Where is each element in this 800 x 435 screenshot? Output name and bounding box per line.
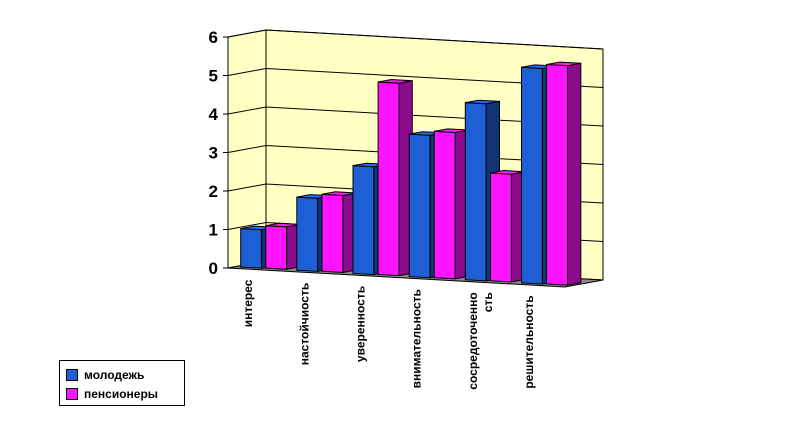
x-axis-labels: интерес настойчиость уверенность внимательн…: [241, 279, 536, 389]
legend: молодежь пенсионеры: [59, 360, 185, 406]
bar-front: [296, 196, 319, 272]
y-tick-label: 2: [209, 182, 218, 201]
x-tick-label: внимательность: [410, 289, 424, 388]
bar-2-4: [433, 128, 469, 280]
bar-front: [321, 193, 344, 274]
legend-swatch-series-1: [66, 369, 78, 381]
bar-2-6: [546, 61, 582, 286]
y-tick-label: 6: [209, 28, 218, 47]
x-tick-label-line: решительность: [522, 295, 536, 388]
x-tick-label-line: интерес: [241, 279, 255, 327]
bar-2-1: [265, 222, 301, 270]
x-tick-label-line: внимательность: [410, 289, 424, 388]
x-tick-label-line: сть: [481, 292, 495, 312]
x-tick-label-line: настойчиость: [297, 283, 311, 365]
bar-front: [408, 133, 431, 279]
bar-top: [465, 99, 500, 105]
bar-front: [240, 228, 263, 269]
bar-2-5: [490, 169, 526, 283]
bar-front: [352, 165, 375, 276]
bar-front: [377, 81, 400, 277]
y-axis-ticks: 0 1 2 3 4 5 6: [209, 28, 229, 278]
gridline: [227, 29, 604, 50]
bar-front: [521, 66, 543, 285]
bar-front: [464, 102, 487, 282]
x-tick-label-line: уверенность: [353, 286, 367, 362]
gridline: [227, 67, 604, 88]
x-tick-label: интерес: [241, 279, 255, 327]
y-tick-label: 3: [209, 144, 218, 163]
bar-front: [490, 172, 512, 283]
y-tick-label: 4: [209, 105, 219, 124]
bar-top: [378, 78, 413, 84]
legend-label-series-2: пенсионеры: [84, 387, 159, 401]
bar-front: [546, 63, 568, 286]
bar-2-3: [377, 78, 413, 277]
x-tick-label: сосредоточенность: [466, 292, 495, 389]
legend-swatch-series-2: [66, 388, 78, 400]
bar-2-2: [321, 191, 357, 274]
y-tick-label: 0: [209, 259, 218, 278]
legend-label-series-1: молодежь: [84, 368, 145, 382]
y-tick-label: 1: [209, 221, 218, 240]
x-tick-label: уверенность: [353, 286, 367, 362]
bar-front: [265, 225, 288, 270]
y-tick-label: 5: [209, 67, 218, 86]
bar-top: [546, 61, 581, 67]
legend-item-series-2: пенсионеры: [66, 387, 158, 401]
bar-side: [567, 62, 582, 286]
bars: [240, 61, 582, 286]
legend-item-series-1: молодежь: [66, 368, 144, 382]
x-tick-label-line: сосредоточенно: [466, 292, 480, 389]
bar-front: [433, 130, 456, 280]
x-tick-label: настойчиость: [297, 283, 311, 365]
x-tick-label: решительность: [522, 295, 536, 388]
